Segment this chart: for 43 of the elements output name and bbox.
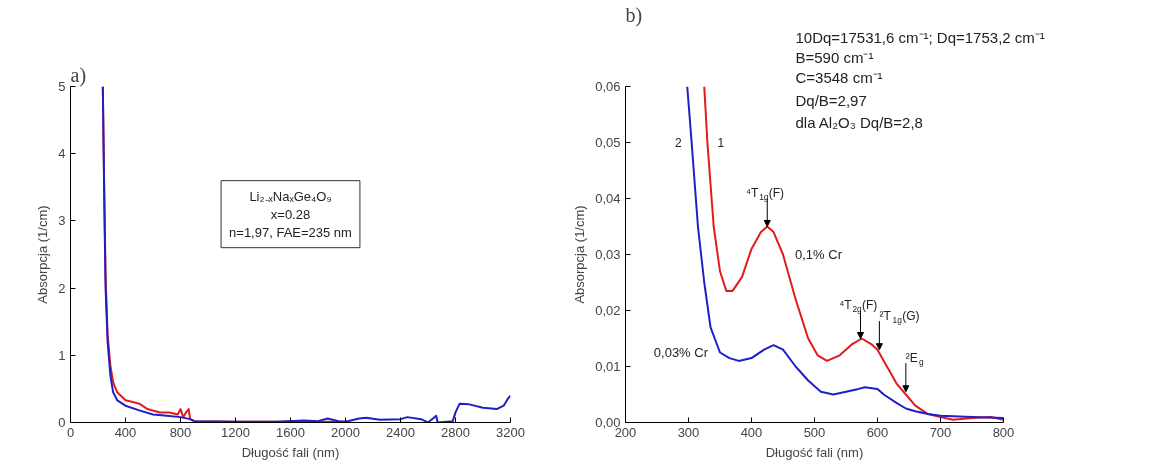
y-tick-label: 2 <box>58 280 66 296</box>
y-tick-label: 5 <box>58 79 66 94</box>
text: B=590 cm⁻¹ <box>795 49 874 66</box>
annotation: dla Al₂O₃ Dq/B=2,8 <box>795 114 923 131</box>
y-tick-label: 0,02 <box>595 303 621 318</box>
y-tick-label: 1 <box>58 347 66 363</box>
x-tick-label: 2400 <box>386 424 415 440</box>
y-axis-title: Absorpcja (1/cm) <box>35 205 51 304</box>
y-tick-label: 0,05 <box>595 135 621 150</box>
annotation: x=0.28 <box>270 206 311 222</box>
x-tick-label: 2800 <box>441 424 470 440</box>
annotation: 0,1% Cr <box>795 247 843 262</box>
annotation: 0,03% Cr <box>653 345 709 360</box>
x-tick-label: 800 <box>169 424 192 440</box>
chart-title: b) <box>625 3 643 27</box>
x-tick-label: 1200 <box>221 424 250 440</box>
annotation: Li₂₋ₓNaₓGe₄O₉ <box>249 188 332 204</box>
series-label: 1 <box>717 136 725 150</box>
x-tick-label: 500 <box>803 424 826 440</box>
text: C=3548 cm⁻¹ <box>795 69 883 86</box>
y-tick-label: 3 <box>58 213 66 229</box>
x-tick-label: 600 <box>866 424 889 440</box>
x-tick-label: 800 <box>992 424 1015 440</box>
y-tick-label: 0,01 <box>595 359 621 374</box>
chart-title: a) <box>70 63 87 87</box>
text: 10Dq=17531,6 cm⁻¹; Dq=1753,2 cm⁻¹ <box>795 29 1045 46</box>
x-tick-label: 2000 <box>331 424 360 440</box>
x-axis-title: Długość fali (nm) <box>765 444 864 460</box>
x-tick-label: 300 <box>677 424 700 440</box>
x-tick-label: 1600 <box>276 424 305 440</box>
x-tick-label: 400 <box>740 424 763 440</box>
x-tick-label: 3200 <box>496 424 525 440</box>
y-tick-label: 0,04 <box>595 191 621 206</box>
y-axis-title: Absorpcja (1/cm) <box>572 205 588 304</box>
x-tick-label: 700 <box>929 424 952 440</box>
annotation: n=1,97, FAE=235 nm <box>229 224 352 240</box>
y-tick-label: 4 <box>58 146 66 162</box>
y-tick-label: 0,06 <box>595 79 621 94</box>
series-label: 2 <box>674 136 682 150</box>
x-axis-title: Długość fali (nm) <box>241 444 340 460</box>
annotation: Dq/B=2,97 <box>795 92 867 109</box>
x-tick-label: 400 <box>114 424 137 440</box>
y-tick-label: 0,03 <box>595 247 621 262</box>
